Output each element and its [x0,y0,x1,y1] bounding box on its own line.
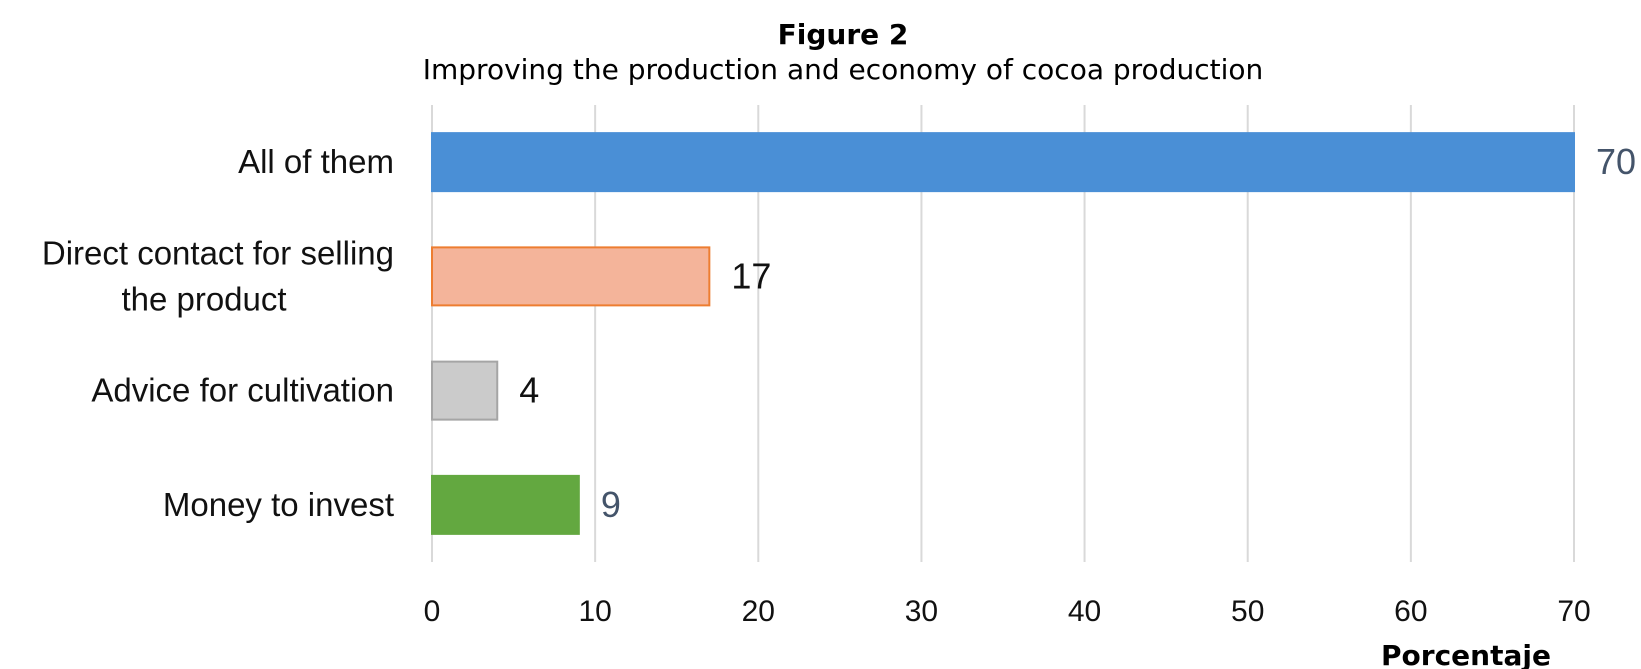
data-label: 9 [601,484,621,525]
data-label: 70 [1596,141,1636,182]
figure-subtitle: Improving the production and economy of … [422,53,1264,86]
data-labels: 70 17 4 9 [519,141,1636,525]
x-axis-title: Porcentaje [1381,639,1551,669]
x-tick-label: 70 [1557,595,1590,628]
bar [431,246,711,307]
category-label: Direct contact for selling the product [42,234,394,317]
x-tick-label: 60 [1394,595,1427,628]
category-labels: All of them Direct contact for selling the… [42,143,394,523]
x-tick-label: 20 [742,595,775,628]
x-tick-labels: 0 10 20 30 40 50 60 70 [424,595,1591,628]
data-label: 4 [519,370,539,411]
x-tick-label: 40 [1068,595,1101,628]
bar [431,474,580,535]
x-tick-label: 10 [578,595,611,628]
figure-title: Figure 2 [777,18,909,51]
x-tick-label: 30 [905,595,938,628]
category-label: Money to invest [163,486,394,523]
data-label: 17 [731,255,771,296]
category-label: All of them [238,143,394,180]
bar [431,132,1575,193]
bars [431,132,1575,535]
bar [431,360,499,421]
category-label: Advice for cultivation [91,372,394,409]
x-tick-label: 0 [424,595,441,628]
x-tick-label: 50 [1231,595,1264,628]
